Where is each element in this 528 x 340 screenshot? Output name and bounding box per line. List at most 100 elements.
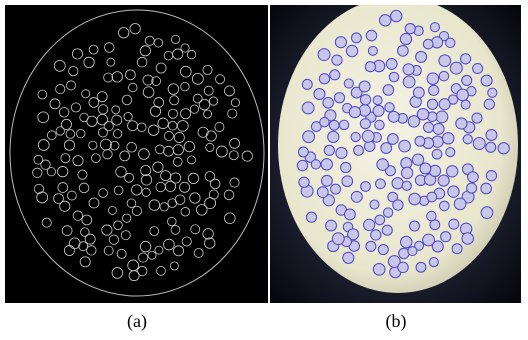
cell (398, 262, 408, 272)
cell (413, 87, 424, 98)
panel-a (5, 5, 268, 303)
cell (481, 207, 493, 219)
cell (373, 96, 382, 105)
cell (351, 33, 361, 43)
cell (427, 99, 437, 109)
cell (344, 79, 353, 88)
cell (467, 183, 477, 193)
caption: (a) (127, 311, 147, 332)
cell (336, 147, 347, 158)
cell (306, 212, 316, 222)
cell (429, 258, 438, 267)
cell (429, 85, 439, 95)
cell (468, 172, 479, 183)
cell (381, 143, 392, 154)
cell (400, 33, 411, 44)
cell (387, 134, 398, 145)
cell (462, 75, 472, 85)
cell (433, 123, 444, 134)
cell (311, 160, 320, 169)
cell (438, 175, 449, 186)
cell (379, 15, 390, 26)
cell (385, 103, 394, 112)
cell (399, 248, 409, 258)
cell (454, 198, 466, 210)
cell (354, 145, 364, 155)
cell (400, 236, 412, 248)
cell (486, 130, 497, 141)
cell (376, 179, 386, 189)
cell (402, 181, 411, 190)
cell (498, 143, 509, 154)
cell (399, 140, 411, 152)
cell (377, 159, 389, 171)
cell (405, 24, 415, 34)
panel-b (270, 0, 521, 303)
cell (321, 175, 332, 186)
cell (408, 116, 419, 127)
cell (427, 211, 437, 221)
cell (398, 45, 409, 56)
cell (442, 133, 453, 144)
cell (441, 232, 451, 242)
cell (342, 176, 353, 187)
cell (446, 166, 457, 177)
cell (359, 81, 370, 92)
cell (423, 122, 433, 132)
cell (409, 193, 421, 205)
cell (317, 187, 328, 198)
cell (373, 105, 384, 116)
cell (481, 183, 492, 194)
cell (328, 131, 339, 142)
cell (440, 201, 450, 211)
cell (302, 102, 314, 114)
cell (449, 219, 459, 229)
cell (462, 233, 473, 244)
cell (486, 142, 496, 152)
cell (361, 182, 371, 192)
cell (324, 145, 334, 155)
figure: (a) (b) (0, 0, 528, 340)
cell (408, 247, 417, 256)
page: (a) (b) (() => { const data = JSON.parse… (0, 0, 528, 340)
cell (427, 192, 437, 202)
cell (401, 167, 412, 178)
cell (420, 163, 431, 174)
cell (473, 137, 485, 149)
cell (297, 160, 307, 170)
cell (334, 93, 344, 103)
cell (392, 178, 403, 189)
cell (456, 118, 467, 129)
cell (299, 177, 309, 187)
cell (330, 70, 340, 80)
cell (360, 95, 370, 105)
cell (484, 99, 494, 109)
cell (351, 191, 362, 202)
cell (366, 241, 376, 251)
cell (303, 131, 315, 143)
cell (430, 220, 440, 230)
cell (446, 148, 455, 157)
cell (383, 85, 394, 96)
cell (473, 63, 483, 73)
cell (436, 111, 448, 123)
cell (446, 38, 455, 47)
cell (386, 59, 397, 70)
cell (302, 79, 312, 89)
cell (364, 141, 374, 151)
cell (391, 10, 402, 21)
cell (363, 219, 374, 230)
cell (415, 136, 425, 146)
cell (351, 132, 360, 141)
cell (382, 225, 392, 235)
cell (375, 215, 385, 225)
cell (378, 245, 388, 255)
cell (349, 106, 360, 117)
cell (403, 76, 415, 88)
panel-a-background (5, 5, 268, 303)
cell (389, 72, 399, 82)
cell (460, 54, 470, 64)
cell (318, 49, 330, 61)
cell (335, 37, 346, 48)
cell (346, 45, 357, 56)
